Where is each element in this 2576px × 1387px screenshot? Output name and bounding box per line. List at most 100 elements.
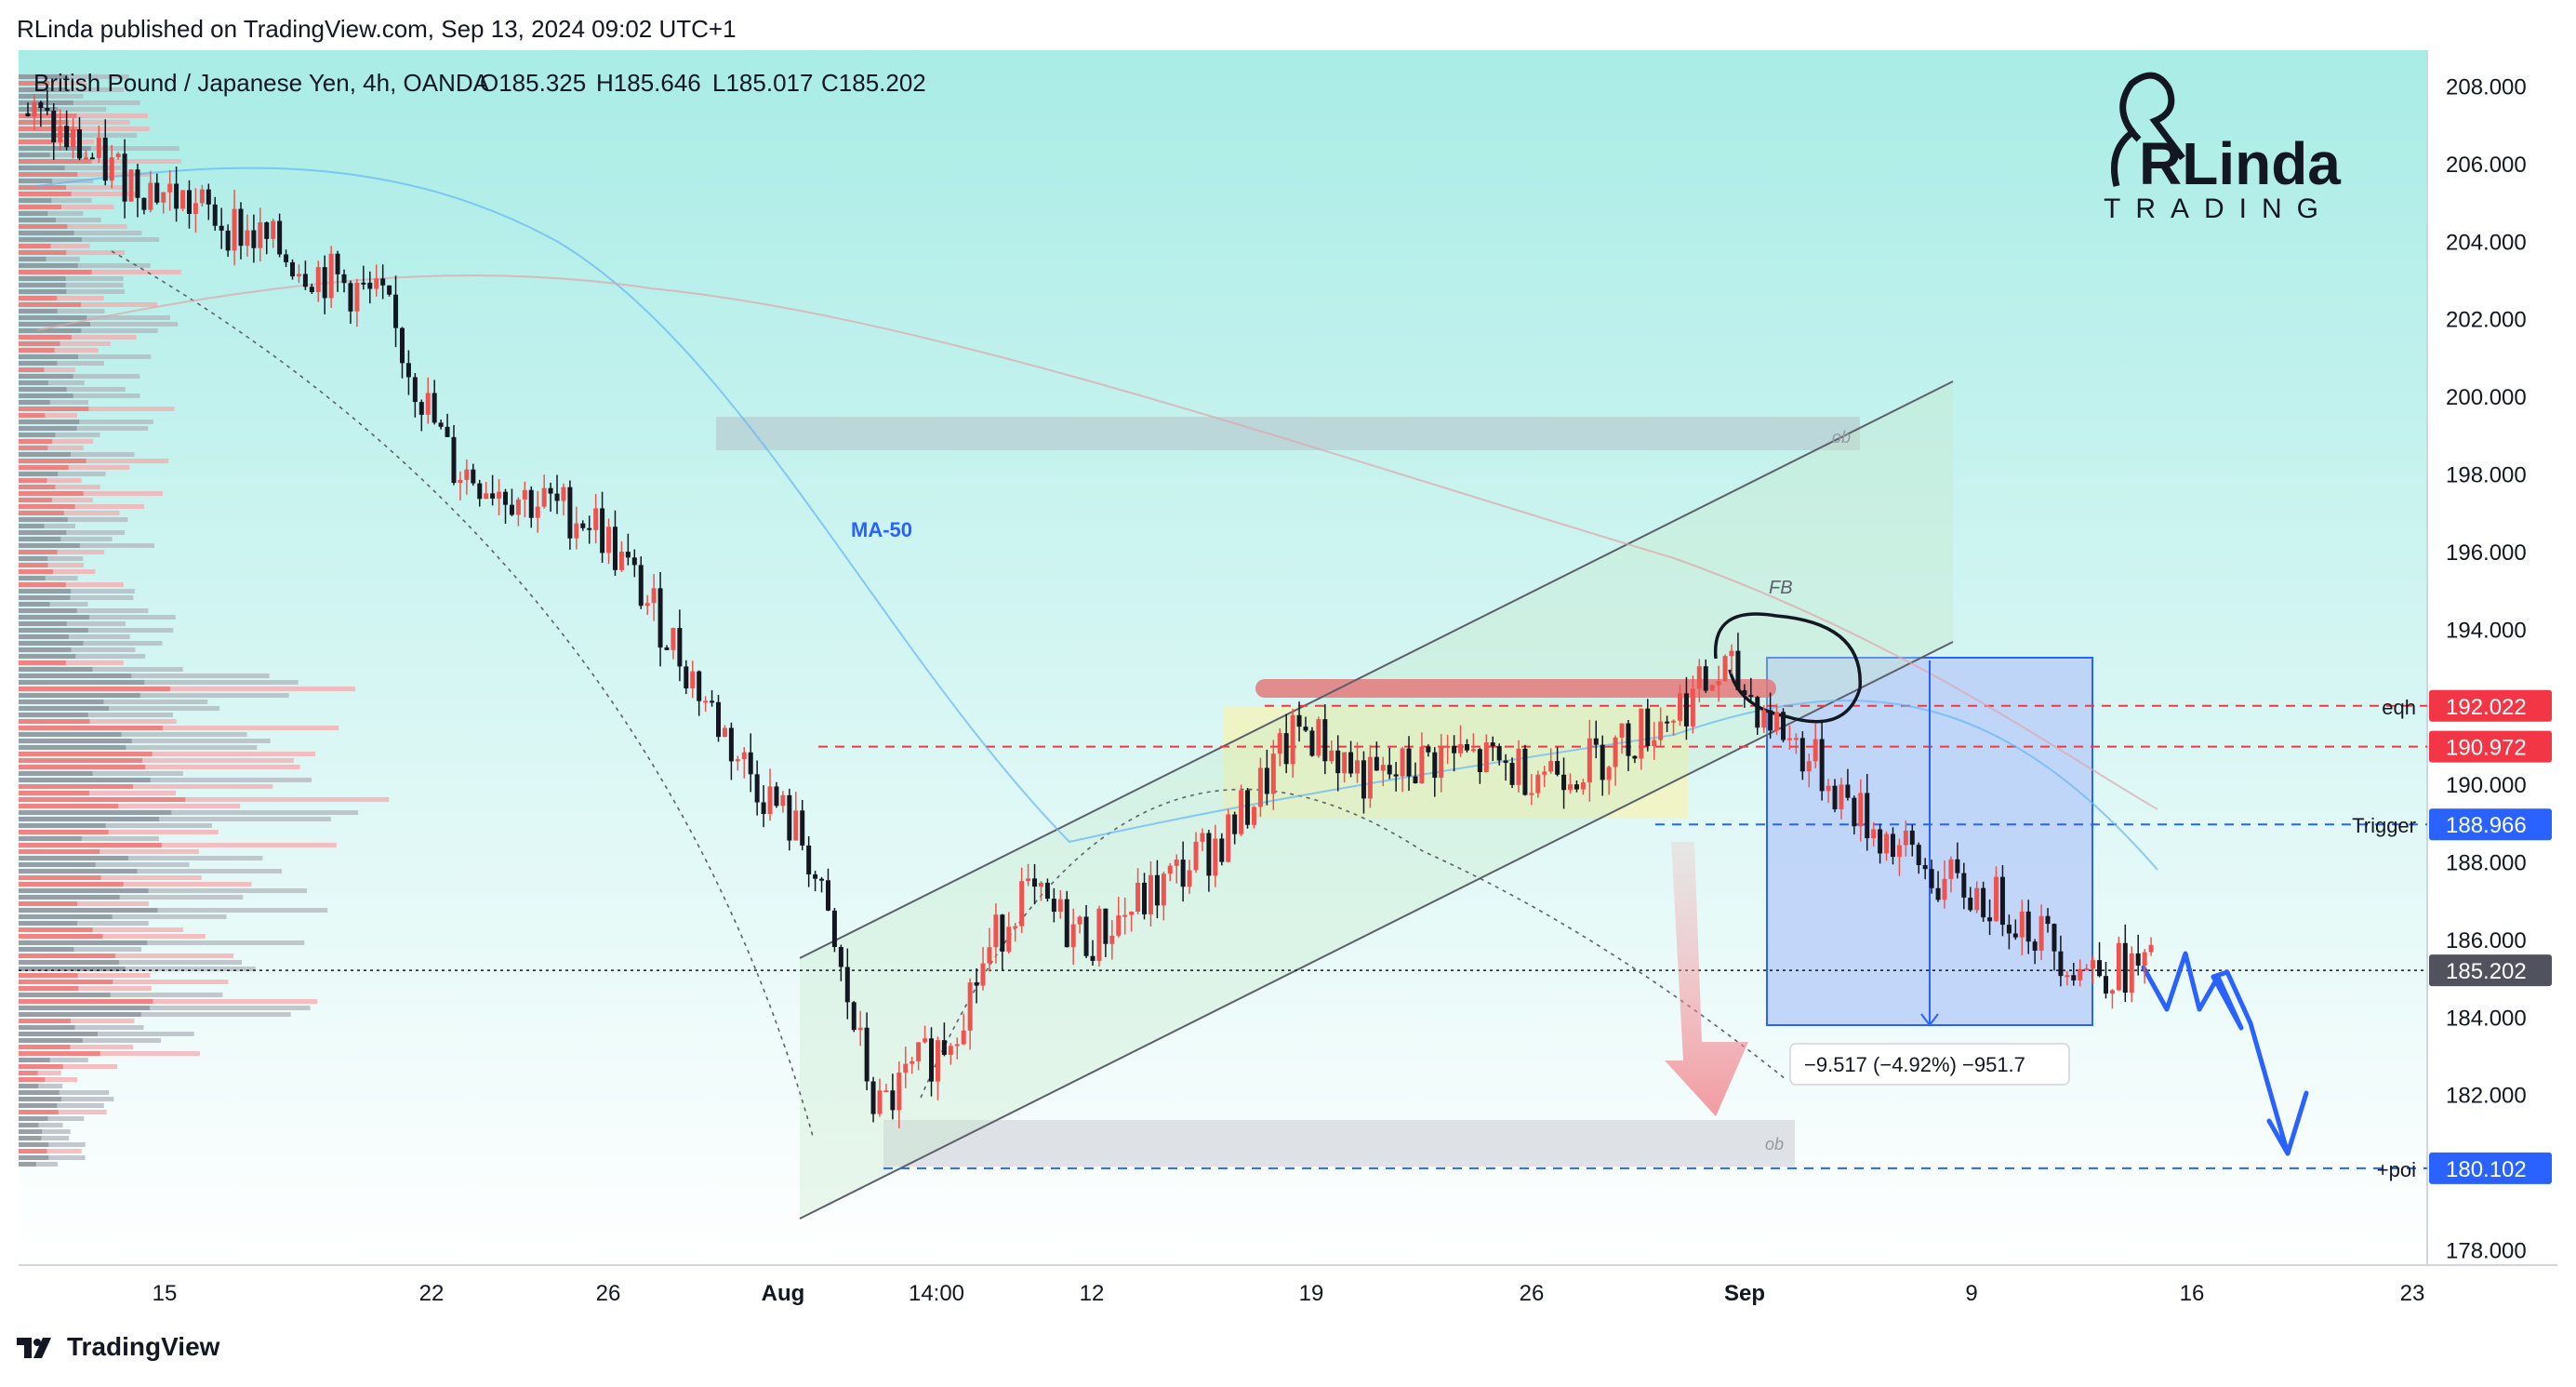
- candle-body: [703, 700, 709, 703]
- volume-profile-bar: [19, 875, 202, 880]
- volume-profile-bar: [19, 875, 101, 880]
- volume-profile-bar: [19, 263, 78, 268]
- price-label-box: [2429, 689, 2552, 722]
- symbol-title: British Pound / Japanese Yen, 4h, OANDA: [33, 69, 490, 97]
- measure-arrow-head: [1920, 1013, 1939, 1027]
- candle-body: [1761, 710, 1767, 728]
- volume-profile-bar: [19, 1019, 135, 1023]
- candle-body: [1839, 784, 1844, 809]
- candle-body: [728, 727, 734, 762]
- candle-body: [180, 190, 186, 209]
- volume-profile-bar: [19, 791, 90, 795]
- volume-profile-bar: [19, 960, 243, 965]
- volume-profile-bar: [19, 172, 78, 177]
- volume-profile-bar: [19, 1129, 71, 1134]
- candle-body: [271, 220, 276, 239]
- volume-profile-bar: [19, 263, 151, 268]
- volume-profile-bar: [19, 595, 71, 600]
- volume-profile-bar: [19, 322, 179, 327]
- volume-profile-bar: [19, 895, 120, 900]
- price-axis[interactable]: 178.000180.000182.000184.000186.000188.0…: [2446, 75, 2527, 1264]
- volume-profile-bar: [19, 107, 107, 112]
- candle-body: [1129, 911, 1135, 915]
- candle-body: [1652, 740, 1657, 747]
- candle-body: [664, 647, 670, 650]
- volume-profile-bar: [19, 524, 45, 528]
- candle-body: [741, 752, 747, 760]
- candle-body: [1400, 748, 1405, 777]
- candle-body: [1742, 689, 1747, 696]
- candle-body: [1922, 864, 1928, 870]
- volume-profile-bar: [19, 921, 77, 926]
- volume-profile-bar: [19, 367, 45, 372]
- volume-profile-bar: [19, 380, 48, 385]
- volume-profile-bar: [19, 244, 90, 248]
- volume-profile-bar: [19, 270, 92, 274]
- volume-profile-bar: [19, 74, 129, 79]
- price-label-text: 192.022: [2446, 695, 2527, 720]
- tradingview-icon: [17, 1338, 51, 1358]
- volume-profile-bar: [19, 367, 75, 372]
- volume-profile-bar: [19, 1051, 100, 1056]
- tradingview-brand[interactable]: TradingView: [17, 1332, 219, 1362]
- volume-profile-bar: [19, 882, 252, 887]
- candle-body: [71, 129, 76, 148]
- candle-body: [974, 982, 979, 986]
- volume-profile-bar: [19, 218, 56, 222]
- volume-profile-bar: [19, 1110, 107, 1114]
- volume-profile-bar: [19, 296, 104, 300]
- volume-profile-bar: [19, 289, 67, 294]
- candle-body: [1884, 834, 1890, 854]
- volume-profile-bar: [19, 582, 124, 587]
- time-tick-label: 15: [153, 1281, 178, 1306]
- candle-body: [2109, 990, 2115, 994]
- measure-tooltip-text: −9.517 (−4.92%) −951.7: [1804, 1053, 2025, 1076]
- time-tick-label: 12: [1080, 1281, 1105, 1306]
- candle-body: [1639, 708, 1644, 759]
- candle-body: [780, 794, 786, 807]
- time-axis[interactable]: 15 22 26 Aug 14:00 12 19 26 Sep 9 16 23: [153, 1281, 2425, 1306]
- volume-profile-bar: [19, 1006, 151, 1010]
- candle-body: [1665, 721, 1670, 724]
- candle-body: [25, 113, 31, 117]
- candle-body: [1812, 739, 1818, 762]
- volume-profile-bar: [19, 836, 82, 841]
- candle-body: [941, 1040, 947, 1055]
- candle-body: [1865, 793, 1870, 839]
- volume-profile-bar: [19, 374, 73, 379]
- volume-profile-bar: [19, 700, 208, 704]
- volume-profile-bar: [19, 849, 199, 854]
- volume-profile-bar: [19, 576, 78, 580]
- candle-body: [1303, 727, 1308, 731]
- volume-profile-bar: [19, 491, 84, 496]
- candle-body: [1316, 719, 1321, 756]
- candle-body: [2071, 975, 2077, 980]
- volume-profile-bar: [19, 784, 273, 789]
- candle-body: [1006, 927, 1012, 952]
- logo-line2: TRADING: [2104, 193, 2333, 224]
- volume-profile-bar: [19, 393, 73, 398]
- volume-profile-bar: [19, 224, 68, 229]
- candle-body: [1419, 746, 1425, 784]
- candle-body: [1490, 742, 1495, 747]
- volume-profile-bar: [19, 361, 105, 366]
- candle-body: [864, 1027, 870, 1082]
- volume-profile-bar: [19, 556, 48, 561]
- candle-body: [1735, 650, 1741, 690]
- candle-body: [2045, 915, 2051, 925]
- channel-lower-line: [799, 641, 1954, 1220]
- candle-body: [1961, 873, 1967, 898]
- candle-body: [1439, 745, 1444, 779]
- volume-profile-bar: [19, 1077, 46, 1082]
- volume-profile-bar: [19, 1006, 311, 1010]
- candle-body: [1658, 721, 1664, 740]
- candle-body: [1903, 830, 1908, 846]
- candle-body: [1270, 754, 1276, 794]
- candle-body: [644, 603, 650, 607]
- candle-body: [1044, 882, 1050, 900]
- candle-body: [1470, 749, 1476, 752]
- candle-body: [1083, 916, 1089, 956]
- candles: [25, 89, 2154, 1128]
